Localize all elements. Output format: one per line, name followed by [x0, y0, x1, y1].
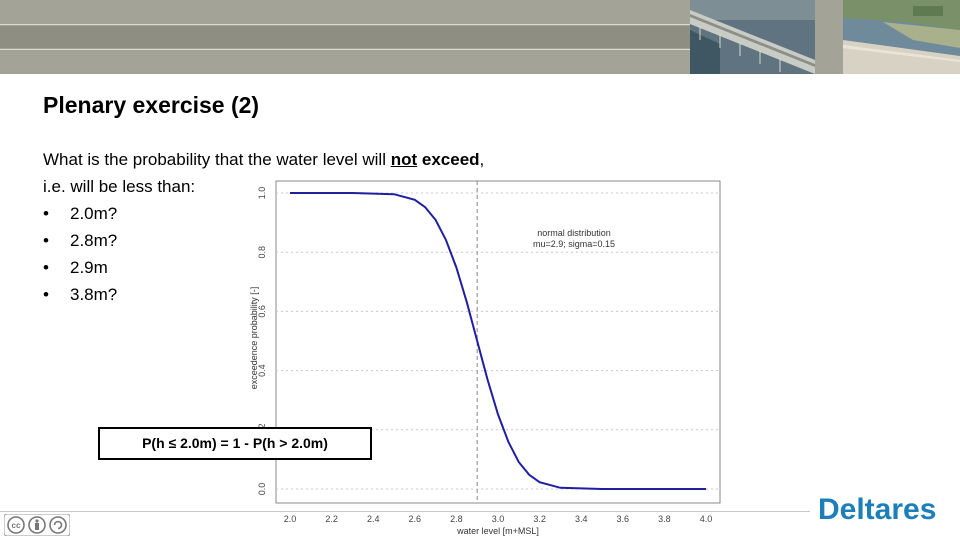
header-banner: [0, 0, 960, 74]
bullet-icon: •: [43, 258, 49, 277]
question-not: not: [390, 150, 418, 169]
x-tick-label: 3.8: [658, 514, 671, 524]
x-axis-label: water level [m+MSL]: [456, 526, 539, 536]
list-item: • 2.9m: [43, 254, 484, 281]
slide-title: Plenary exercise (2): [43, 92, 260, 118]
list-item: • 3.8m?: [43, 281, 484, 308]
x-tick-label: 4.0: [700, 514, 713, 524]
y-tick-label: 1.0: [257, 187, 267, 200]
banner-rule: [0, 24, 690, 25]
y-tick-label: 0.6: [257, 305, 267, 318]
question-block: What is the probability that the water l…: [43, 146, 484, 308]
x-axis-ticks: 2.0 2.2 2.4 2.6 2.8 3.0 3.2 3.4 3.6 3.8 4.0: [284, 514, 713, 524]
question-prefix: What is the probability that the water l…: [43, 150, 391, 169]
x-tick-label: 2.8: [450, 514, 463, 524]
x-tick-label: 2.6: [409, 514, 422, 524]
list-item: • 2.8m?: [43, 227, 484, 254]
x-tick-label: 3.6: [617, 514, 630, 524]
footer-rule: [0, 511, 810, 512]
exceedance-chart-svg: 2.02.22.42.62.83.03.23.43.63.84.0 0.00.2…: [249, 180, 721, 536]
y-tick-label: 0.0: [257, 483, 267, 496]
aerial-coast-photo: [843, 0, 960, 74]
y-axis-label: exceedence probability [-]: [249, 287, 259, 390]
deltares-logo: Deltares: [818, 493, 937, 526]
x-tick-label: 2.2: [325, 514, 338, 524]
list-item-text: 2.0m?: [70, 204, 118, 223]
exceedance-chart: 2.02.22.42.62.83.03.23.43.63.84.0 0.00.2…: [243, 178, 725, 540]
bullet-icon: •: [43, 285, 49, 304]
bullet-icon: •: [43, 204, 49, 223]
banner-band: [0, 26, 690, 48]
svg-text:cc: cc: [12, 521, 21, 530]
question-line-2: i.e. will be less than:: [43, 177, 196, 196]
x-tick-label: 3.4: [575, 514, 588, 524]
y-tick-label: 0.8: [257, 246, 267, 259]
list-item-text: 2.9m: [70, 258, 108, 277]
question-suffix: exceed: [417, 150, 480, 169]
list-item-text: 2.8m?: [70, 231, 118, 250]
answer-list: • 2.0m? • 2.8m? • 2.9m • 3.8m?: [43, 200, 484, 308]
annotation-line-2: mu=2.9; sigma=0.15: [533, 239, 615, 249]
question-comma: ,: [479, 150, 485, 169]
plot-frame: [275, 180, 721, 504]
list-item: • 2.0m?: [43, 200, 484, 227]
question-line: What is the probability that the water l…: [43, 146, 484, 173]
exceedance-curve: [290, 192, 706, 490]
x-tick-label: 3.2: [533, 514, 546, 524]
formula-box: P(h ≤ 2.0m) = 1 - P(h > 2.0m): [98, 427, 372, 460]
annotation-line-1: normal distribution: [537, 228, 611, 238]
list-item-text: 3.8m?: [70, 285, 118, 304]
x-tick-label: 2.0: [284, 514, 297, 524]
y-tick-label: 0.4: [257, 364, 267, 377]
x-tick-label: 2.4: [367, 514, 380, 524]
banner-rule: [0, 49, 690, 50]
bridge-photo: [690, 0, 815, 74]
bullet-icon: •: [43, 231, 49, 250]
x-tick-label: 3.0: [492, 514, 505, 524]
creative-commons-by-sa-icon: cc: [3, 513, 71, 537]
